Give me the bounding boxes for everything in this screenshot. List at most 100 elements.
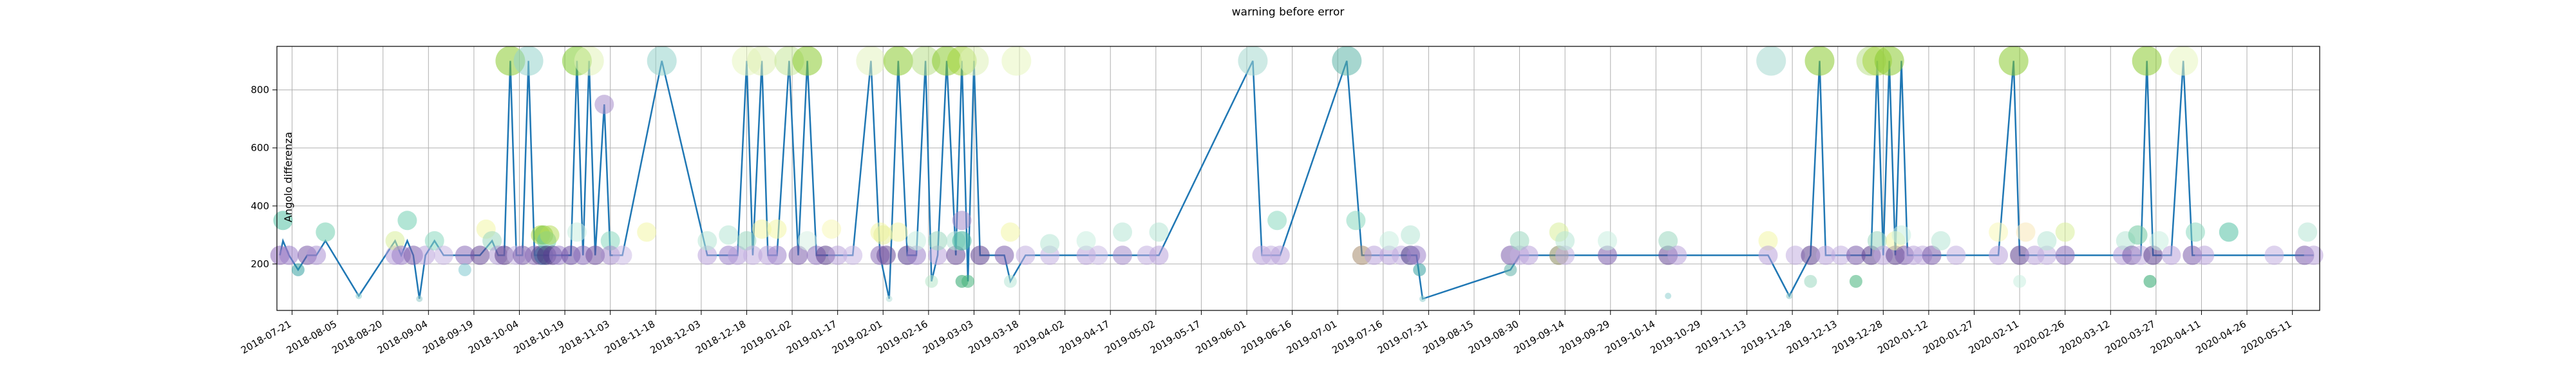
data-point [2219,222,2239,242]
data-point [1555,231,1575,251]
data-point [1016,245,1036,265]
data-point [1000,222,1020,242]
x-tick-label: 2019-07-31 [1376,318,1430,356]
x-tick-label: 2019-09-29 [1557,318,1612,356]
data-point [1113,222,1132,242]
data-point [279,245,299,265]
data-point [1785,245,1805,265]
x-tick-label: 2019-04-02 [1012,318,1066,356]
data-point [952,211,972,231]
data-point [883,46,913,76]
y-tick-label: 400 [251,200,269,212]
data-point [2132,46,2162,76]
x-tick-label: 2019-11-28 [1739,318,1794,356]
data-point [1922,245,1942,265]
data-point [697,231,717,251]
plot-border [276,46,2320,311]
data-point [1088,245,1108,265]
data-point [1040,234,1060,254]
data-point [316,222,336,242]
data-point [1076,231,1096,251]
data-point [2010,245,2030,265]
x-tick-label: 2018-10-19 [512,318,567,356]
data-point [1270,245,1290,265]
data-point [1804,46,1835,76]
x-tick-label: 2020-02-26 [2012,318,2067,356]
x-tick-label: 2018-07-21 [239,318,294,356]
data-point [567,222,587,242]
data-point [1667,245,1687,265]
data-point [1815,245,1835,265]
data-point [482,231,502,251]
data-point [1406,245,1426,265]
x-tick-label: 2019-06-01 [1193,318,1248,356]
data-point [637,222,657,242]
data-point [600,231,620,251]
data-point [2016,222,2036,242]
data-point [1555,245,1575,265]
data-point [540,225,560,245]
data-point [2128,225,2148,245]
x-tick-label: 2018-11-18 [603,318,658,356]
y-tick-label: 200 [251,258,269,270]
data-point [788,245,808,265]
y-axis-label: Angolo differenza [282,132,294,222]
data-point [970,245,990,265]
data-point [959,46,989,76]
data-point [767,245,787,265]
data-point [876,245,896,265]
data-point [1786,292,1793,299]
data-point [925,274,938,288]
data-point [513,46,544,76]
data-point [843,245,863,265]
data-point [886,296,893,302]
x-tick-label: 2018-08-05 [285,318,339,356]
data-point [458,263,471,276]
x-tick-label: 2019-06-16 [1239,318,1294,356]
data-point [1989,222,2009,242]
data-point [911,46,941,76]
data-point [767,219,787,239]
data-point [792,46,822,76]
data-point [1238,46,1268,76]
data-point [397,211,417,231]
x-tick-label: 2019-02-16 [875,318,930,356]
x-tick-label: 2018-12-18 [694,318,748,356]
x-tick-label: 2020-01-12 [1875,318,1930,356]
data-point [828,245,848,265]
data-point [873,225,893,245]
data-point [385,231,405,251]
x-tick-label: 2019-02-01 [830,318,885,356]
data-point [1758,245,1778,265]
data-point [952,231,972,251]
data-point [1267,211,1287,231]
data-point [946,245,966,265]
x-tick-label: 2019-01-02 [739,318,794,356]
data-point [1846,245,1866,265]
x-tick-label: 2020-05-11 [2239,318,2294,356]
data-point [1332,46,1362,76]
plot-frame [276,46,2320,311]
data-point [1379,231,1399,251]
data-point [961,274,974,288]
data-point [697,245,717,265]
data-point [1989,245,2009,265]
x-tick-label: 2018-09-19 [421,318,475,356]
data-point [416,296,423,302]
data-point [1801,245,1821,265]
data-point [1364,245,1384,265]
x-tick-label: 2018-12-03 [648,318,703,356]
data-point [719,225,739,245]
data-point [1665,292,1672,299]
data-point [291,263,305,276]
data-point [2037,231,2057,251]
data-point [1931,231,1951,251]
x-tick-label: 2020-03-27 [2103,318,2157,356]
data-point [1658,231,1678,251]
x-tick-label: 2019-07-16 [1330,318,1385,356]
data-point [1504,263,1517,276]
data-point [2168,46,2199,76]
data-point [1598,245,1617,265]
y-tick-label: 600 [251,142,269,154]
data-point [928,245,947,265]
